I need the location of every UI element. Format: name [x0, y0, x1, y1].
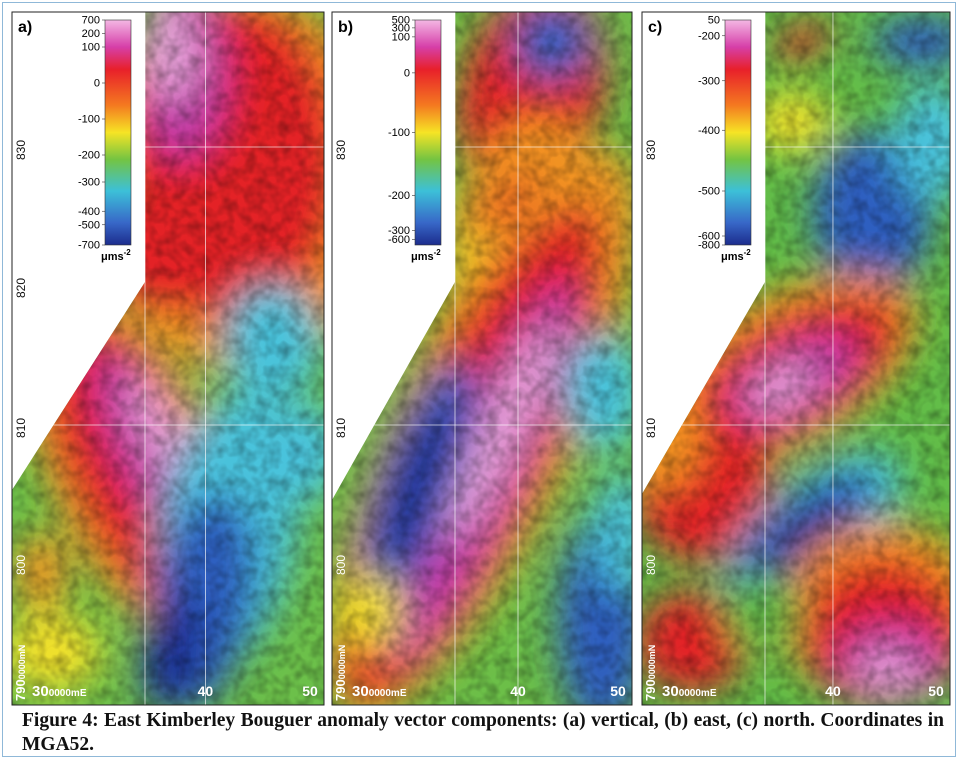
- relief-shading: [642, 12, 950, 705]
- northing-label: 820: [334, 278, 348, 298]
- map-image: [269, 0, 694, 708]
- map-panel: b)5003001000-100-200-300-600μms-28308208…: [269, 0, 694, 708]
- easting-label: 50: [928, 683, 944, 699]
- northing-label: 810: [334, 418, 348, 438]
- northing-label: 800: [14, 555, 28, 575]
- relief-shading: [332, 12, 632, 705]
- origin-easting-major: 30: [662, 683, 679, 700]
- colorbar-tick-label: -500: [698, 186, 720, 198]
- colorbar-unit: μms-2: [101, 248, 131, 263]
- colorbar-tick-label: -400: [698, 125, 720, 137]
- relief-shading: [12, 12, 324, 705]
- easting-label: 40: [198, 683, 214, 699]
- origin-northing-major: 790: [13, 679, 28, 701]
- northing-label: 820: [14, 278, 28, 298]
- colorbar-tick-label: -200: [388, 190, 410, 202]
- colorbar-tick-label: 100: [392, 31, 410, 43]
- colorbar-tick-label: -200: [78, 150, 100, 162]
- unit-exponent: -2: [434, 248, 442, 257]
- colorbar: [725, 20, 751, 245]
- northing-label: 830: [644, 140, 658, 160]
- colorbar-unit: μms-2: [721, 248, 751, 263]
- northing-label: 810: [644, 418, 658, 438]
- northing-label: 830: [14, 140, 28, 160]
- figure-caption: Figure 4: East Kimberley Bouguer anomaly…: [22, 709, 944, 757]
- map-panel: c)50-200-300-400-500-600-800μms-28308208…: [615, 12, 960, 707]
- colorbar-tick-label: -100: [78, 114, 100, 126]
- unit-base: μms: [101, 251, 124, 263]
- northing-label: 830: [334, 140, 348, 160]
- easting-label: 40: [510, 683, 526, 699]
- panel-label: a): [18, 19, 32, 36]
- origin-easting-minor: 0000mE: [49, 688, 87, 699]
- colorbar-tick-label: 100: [82, 42, 100, 54]
- colorbar: [415, 20, 441, 245]
- colorbar-tick-label: 700: [82, 15, 100, 27]
- colorbar-tick-label: -300: [698, 75, 720, 87]
- panel-label: c): [648, 19, 662, 36]
- colorbar-tick-label: -400: [78, 206, 100, 218]
- colorbar-tick-label: -500: [78, 219, 100, 231]
- colorbar-tick-label: -600: [388, 234, 410, 246]
- unit-exponent: -2: [744, 248, 752, 257]
- easting-label: 40: [825, 683, 841, 699]
- figure: a)7002001000-100-200-300-400-500-700μms-…: [0, 0, 960, 708]
- northing-label: 800: [334, 555, 348, 575]
- northing-label: 800: [644, 555, 658, 575]
- colorbar-tick-label: -700: [78, 240, 100, 252]
- origin-northing-minor: 0000mN: [17, 645, 27, 680]
- unit-exponent: -2: [124, 248, 132, 257]
- origin-northing-minor: 0000mN: [337, 645, 347, 680]
- colorbar-tick-label: 50: [708, 15, 720, 27]
- origin-easting-minor: 0000mE: [679, 688, 717, 699]
- easting-label: 50: [302, 683, 318, 699]
- northing-label: 810: [14, 418, 28, 438]
- colorbar-tick-label: -200: [698, 30, 720, 42]
- easting-label: 50: [610, 683, 626, 699]
- origin-easting-minor: 0000mE: [369, 688, 407, 699]
- origin-easting-major: 30: [352, 683, 369, 700]
- unit-base: μms: [721, 251, 744, 263]
- colorbar-tick-label: 0: [404, 67, 410, 79]
- northing-label: 820: [644, 278, 658, 298]
- origin-northing-major: 790: [333, 679, 348, 701]
- colorbar-tick-label: -100: [388, 127, 410, 139]
- colorbar: [105, 20, 131, 245]
- unit-base: μms: [411, 251, 434, 263]
- colorbar-unit: μms-2: [411, 248, 441, 263]
- origin-northing-major: 790: [643, 679, 658, 701]
- colorbar-tick-label: -300: [78, 177, 100, 189]
- origin-northing-minor: 0000mN: [647, 645, 657, 680]
- panel-label: b): [338, 19, 353, 36]
- map-image: [615, 12, 960, 707]
- colorbar-tick-label: 200: [82, 28, 100, 40]
- colorbar-tick-label: 0: [94, 78, 100, 90]
- colorbar-tick-label: -800: [698, 240, 720, 252]
- origin-easting-major: 30: [32, 683, 49, 700]
